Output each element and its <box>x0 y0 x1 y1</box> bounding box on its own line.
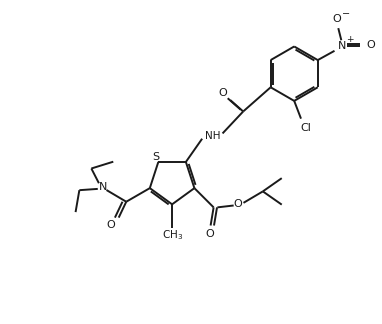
Text: N: N <box>338 41 346 51</box>
Text: −: − <box>342 9 350 19</box>
Text: O: O <box>234 199 243 209</box>
Text: O: O <box>333 14 342 24</box>
Text: CH$_3$: CH$_3$ <box>162 228 183 242</box>
Text: O: O <box>206 229 214 239</box>
Text: O: O <box>218 87 227 98</box>
Text: NH: NH <box>205 131 220 141</box>
Text: O: O <box>367 40 376 50</box>
Text: S: S <box>152 152 159 162</box>
Text: N: N <box>99 182 107 191</box>
Text: O: O <box>107 220 115 230</box>
Text: Cl: Cl <box>300 123 311 133</box>
Text: +: + <box>346 35 353 44</box>
